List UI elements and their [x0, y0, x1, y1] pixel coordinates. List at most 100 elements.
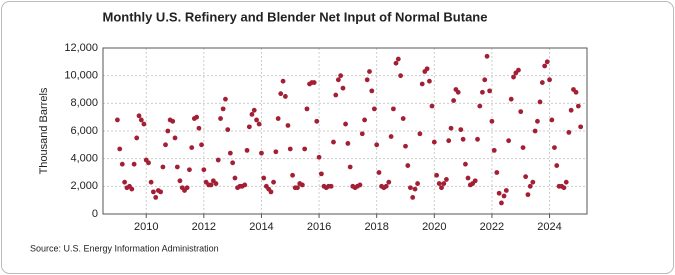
- point: [282, 94, 288, 99]
- point: [547, 77, 552, 83]
- point: [575, 103, 581, 109]
- point: [340, 85, 346, 91]
- point: [434, 172, 440, 178]
- plot-border: [102, 47, 588, 215]
- x-tick-label: 2016: [307, 221, 331, 233]
- point: [415, 181, 420, 186]
- point: [525, 192, 531, 198]
- point: [275, 116, 281, 121]
- point: [148, 179, 154, 185]
- point: [151, 189, 156, 195]
- point: [220, 106, 226, 112]
- point: [273, 149, 279, 155]
- point: [259, 150, 264, 156]
- point: [369, 88, 375, 94]
- point: [405, 163, 411, 168]
- point: [484, 53, 490, 59]
- point: [403, 143, 408, 149]
- point: [136, 113, 142, 119]
- point: [187, 167, 192, 173]
- point: [383, 183, 389, 189]
- point: [539, 80, 545, 85]
- point: [458, 127, 464, 133]
- point: [271, 179, 276, 185]
- point: [335, 77, 341, 83]
- point: [115, 117, 120, 123]
- point: [134, 135, 140, 141]
- point: [333, 92, 339, 98]
- point: [489, 118, 495, 124]
- point: [503, 188, 509, 193]
- point: [578, 124, 584, 130]
- point: [436, 181, 442, 186]
- point: [158, 189, 164, 195]
- point: [424, 66, 430, 72]
- x-tick-label: 2024: [537, 221, 561, 233]
- chart-title: Monthly U.S. Refinery and Blender Net In…: [103, 9, 488, 24]
- point: [343, 121, 348, 127]
- point: [364, 77, 370, 83]
- point: [439, 185, 444, 191]
- point: [122, 179, 128, 185]
- point: [563, 179, 569, 185]
- point: [244, 147, 250, 153]
- y-tick-label: 10,000: [64, 70, 98, 82]
- point: [446, 138, 452, 144]
- point: [499, 200, 504, 206]
- point: [552, 145, 557, 151]
- y-tick-label: 4,000: [70, 153, 98, 165]
- point: [444, 177, 449, 182]
- point: [199, 142, 204, 148]
- point: [472, 178, 478, 184]
- point: [496, 190, 502, 196]
- point: [395, 56, 401, 62]
- point: [170, 118, 176, 124]
- point: [566, 129, 572, 135]
- point: [511, 74, 516, 80]
- point: [371, 106, 377, 112]
- point: [256, 121, 262, 127]
- x-tick-label: 2010: [134, 221, 158, 233]
- point: [119, 161, 125, 167]
- point: [194, 114, 200, 120]
- point: [494, 170, 500, 175]
- y-axis-label: Thousand Barrels: [38, 87, 50, 174]
- point: [568, 107, 574, 113]
- point: [254, 117, 259, 123]
- point: [215, 157, 221, 163]
- x-tick-label: 2014: [249, 221, 273, 233]
- point: [117, 146, 123, 152]
- source: Source: U.S. Energy Information Administ…: [30, 243, 219, 253]
- point: [417, 131, 423, 137]
- point: [141, 121, 147, 127]
- point: [554, 163, 560, 168]
- point: [480, 89, 485, 95]
- point: [246, 124, 252, 130]
- point: [518, 109, 524, 115]
- point: [532, 128, 538, 134]
- y-tick-label: 6,000: [70, 125, 98, 137]
- point: [441, 181, 447, 186]
- point: [331, 139, 336, 145]
- point: [374, 142, 380, 148]
- point: [223, 96, 228, 102]
- x-tick-label: 2022: [480, 221, 504, 233]
- point: [460, 136, 466, 142]
- point: [386, 179, 392, 185]
- point: [311, 80, 317, 85]
- point: [227, 150, 233, 156]
- point: [268, 189, 274, 195]
- point: [419, 81, 425, 87]
- point: [225, 127, 231, 133]
- point: [388, 134, 394, 139]
- y-tick-label: 2,000: [70, 180, 98, 192]
- point: [542, 63, 548, 69]
- point: [501, 193, 507, 199]
- point: [491, 147, 497, 153]
- point: [429, 103, 435, 109]
- point: [537, 99, 543, 105]
- point: [561, 185, 567, 191]
- point: [213, 181, 219, 186]
- point: [196, 125, 202, 131]
- point: [165, 128, 171, 134]
